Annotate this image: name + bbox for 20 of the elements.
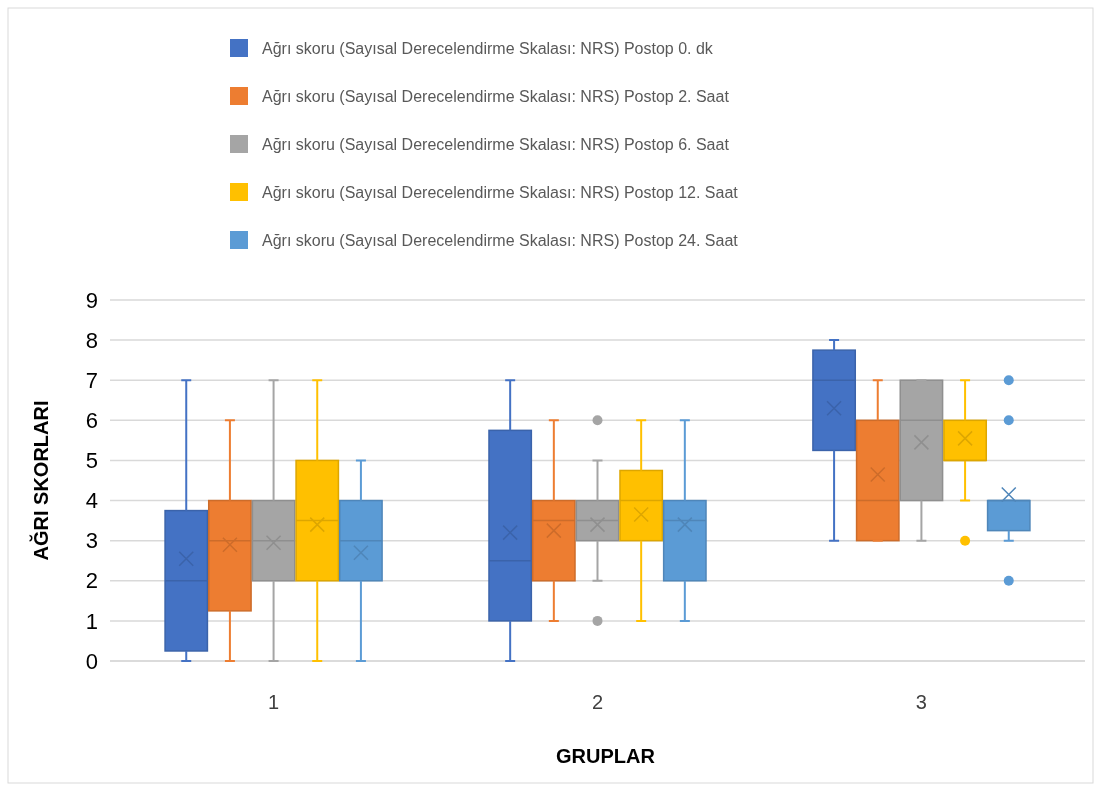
x-tick-label: 2: [591, 691, 604, 713]
y-tick-label: 1: [85, 608, 98, 634]
y-tick-label: 7: [85, 367, 98, 393]
y-tick-label: 5: [85, 448, 98, 474]
y-tick-label: 0: [85, 648, 98, 674]
legend-label: Ağrı skoru (Sayısal Derecelendirme Skalası: NRS) Postop 0. dk: [262, 39, 714, 57]
x-axis-title: GRUPLAR: [556, 745, 656, 767]
legend-label: Ağrı skoru (Sayısal Derecelendirme Skalası: NRS) Postop 12. Saat: [262, 183, 739, 201]
y-tick-label: 8: [85, 327, 98, 353]
y-tick-label: 3: [85, 528, 98, 554]
y-tick-label: 9: [85, 287, 98, 313]
y-tick-label: 6: [85, 408, 98, 434]
legend-label: Ağrı skoru (Sayısal Derecelendirme Skalası: NRS) Postop 2. Saat: [262, 87, 730, 105]
y-tick-label: 4: [85, 488, 98, 514]
legend-label: Ağrı skoru (Sayısal Derecelendirme Skalası: NRS) Postop 6. Saat: [262, 135, 730, 153]
y-tick-label: 2: [85, 568, 98, 594]
legend-label: Ağrı skoru (Sayısal Derecelendirme Skalası: NRS) Postop 24. Saat: [262, 231, 739, 249]
x-tick-label: 3: [915, 691, 927, 713]
y-axis-title: AĞRI SKORLARI: [29, 400, 52, 561]
x-tick-label: 1: [268, 691, 280, 713]
